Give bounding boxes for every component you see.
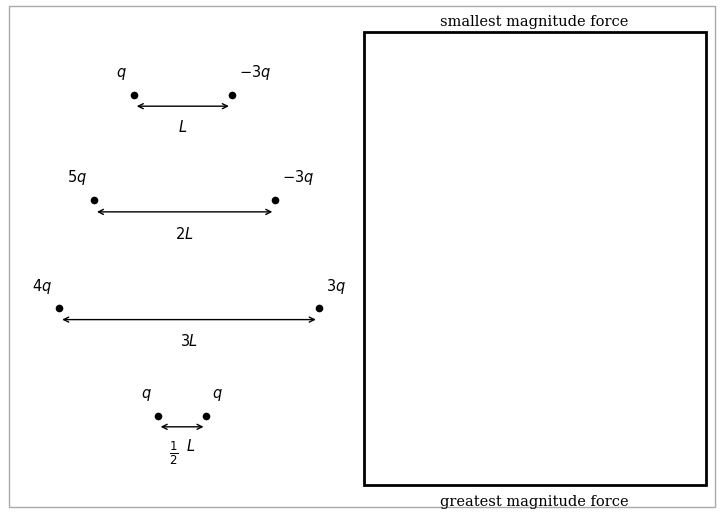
Text: smallest magnitude force: smallest magnitude force xyxy=(440,14,628,29)
Text: $q$: $q$ xyxy=(116,66,127,82)
Text: $-3q$: $-3q$ xyxy=(239,63,272,82)
Text: $5q$: $5q$ xyxy=(67,168,87,187)
Text: $2L$: $2L$ xyxy=(175,226,194,242)
Text: $\frac{1}{2}$: $\frac{1}{2}$ xyxy=(169,440,178,467)
Text: $4q$: $4q$ xyxy=(32,277,52,296)
Text: $q$: $q$ xyxy=(141,387,152,403)
Text: $L$: $L$ xyxy=(178,119,187,135)
Text: $q$: $q$ xyxy=(212,387,223,403)
Text: $3L$: $3L$ xyxy=(180,333,198,349)
Text: $3q$: $3q$ xyxy=(326,277,346,296)
Text: $-3q$: $-3q$ xyxy=(282,168,315,187)
Text: greatest magnitude force: greatest magnitude force xyxy=(440,495,628,509)
Text: $L$: $L$ xyxy=(185,438,195,454)
